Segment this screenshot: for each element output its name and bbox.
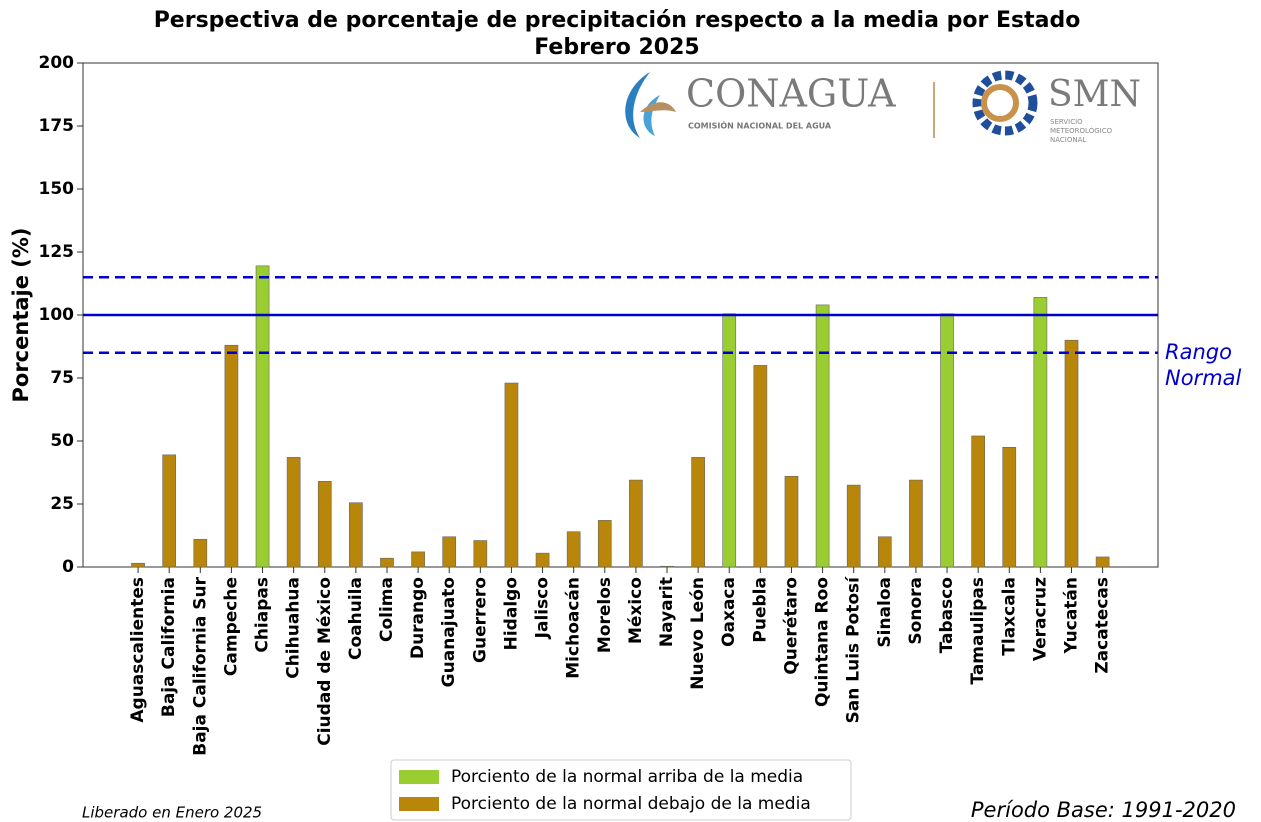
- x-tick-label: Puebla: [750, 577, 770, 643]
- y-tick-label: 125: [39, 242, 75, 262]
- bar: [1002, 446, 1017, 568]
- logo-subtext: NACIONAL: [1050, 136, 1086, 144]
- x-tick-label: Zacatecas: [1093, 577, 1113, 674]
- bar: [784, 475, 799, 568]
- bar: [691, 457, 705, 568]
- footer-note: Período Base: 1991-2020: [971, 798, 1236, 822]
- bar: [753, 365, 768, 568]
- x-tick-label: Yucatán: [1062, 577, 1082, 654]
- x-tick-label: Quintana Roo: [813, 577, 833, 707]
- bar: [131, 562, 145, 568]
- x-tick-label: Guerrero: [470, 577, 490, 663]
- bar: [722, 313, 737, 568]
- bar: [504, 382, 519, 568]
- x-tick-label: Tabasco: [937, 577, 957, 653]
- bar: [255, 265, 270, 568]
- y-tick-label: 175: [39, 116, 75, 136]
- x-tick-label: Colima: [377, 577, 397, 642]
- x-tick-label: Morelos: [595, 577, 615, 653]
- chart-title: Febrero 2025: [534, 35, 699, 60]
- x-tick-label: Nuevo León: [688, 577, 708, 690]
- x-tick-label: Aguascalientes: [128, 577, 148, 723]
- logo-icon: [625, 72, 650, 138]
- bar: [162, 454, 177, 568]
- bar: [660, 565, 674, 568]
- annotation: Rango: [1165, 340, 1232, 364]
- logo-icon: [972, 70, 1038, 136]
- legend-label: Porciento de la normal arriba de la medi…: [451, 767, 803, 787]
- logo-subtext: METEOROLÓGICO: [1050, 126, 1113, 135]
- x-tick-label: Campeche: [221, 577, 241, 676]
- logo-subtext: SERVICIO: [1050, 118, 1083, 126]
- x-tick-label: Ciudad de México: [315, 577, 335, 746]
- logo: CONAGUA COMISIÓN NACIONAL DEL AGUA SMN S…: [625, 70, 1141, 144]
- x-tick-label: Durango: [408, 577, 428, 659]
- bar: [846, 484, 861, 568]
- x-tick-label: Nayarit: [657, 577, 677, 647]
- bar: [535, 552, 550, 568]
- logo-text: CONAGUA: [686, 72, 896, 116]
- logo-icon: [643, 95, 660, 136]
- logo-subtext: COMISIÓN NACIONAL DEL AGUA: [688, 120, 832, 131]
- bar: [349, 502, 363, 568]
- bar: [815, 304, 830, 568]
- logo-icon: [640, 102, 676, 112]
- x-tick-label: Michoacán: [564, 577, 584, 679]
- y-axis-label: Porcentaje (%): [9, 227, 33, 402]
- x-tick-label: Guanajuato: [439, 577, 459, 687]
- bar: [224, 344, 239, 568]
- bar: [971, 435, 985, 568]
- footer-note: Liberado en Enero 2025: [82, 804, 262, 822]
- bar: [380, 557, 394, 568]
- bar: [317, 481, 332, 568]
- bar: [1064, 339, 1079, 568]
- x-tick-label: Sinaloa: [875, 577, 895, 648]
- bar: [940, 313, 954, 568]
- legend: [390, 759, 852, 821]
- annotation: Normal: [1165, 366, 1242, 390]
- x-tick-label: Oaxaca: [719, 577, 739, 647]
- bar: [629, 479, 643, 568]
- logo-text: SMN: [1048, 74, 1141, 115]
- x-tick-label: Hidalgo: [501, 577, 521, 650]
- bar: [566, 531, 581, 568]
- x-tick-label: Tamaulipas: [968, 577, 988, 685]
- bar: [442, 536, 457, 568]
- bar: [597, 520, 612, 568]
- bar: [909, 479, 923, 568]
- x-tick-label: San Luis Potosí: [844, 576, 864, 724]
- y-tick-label: 100: [39, 305, 75, 325]
- chart-title: Perspectiva de porcentaje de precipitaci…: [154, 8, 1081, 33]
- x-tick-label: Chiapas: [253, 577, 273, 653]
- bar: [1033, 297, 1048, 568]
- logo-icon: [981, 84, 1019, 122]
- y-tick-label: 75: [50, 368, 74, 388]
- bar: [411, 551, 425, 568]
- x-tick-label: Baja California: [159, 577, 179, 717]
- x-tick-label: Tlaxcala: [999, 577, 1019, 656]
- x-tick-label: Veracruz: [1030, 577, 1050, 661]
- y-tick-label: 50: [50, 431, 74, 451]
- y-tick-label: 150: [39, 179, 75, 199]
- y-tick-label: 200: [39, 53, 75, 73]
- x-tick-label: Querétaro: [781, 577, 801, 675]
- y-tick-label: 0: [62, 557, 74, 577]
- x-tick-label: Sonora: [906, 577, 926, 645]
- x-tick-label: Coahuila: [346, 577, 366, 660]
- legend-swatch: [399, 797, 439, 811]
- legend-label: Porciento de la normal debajo de la medi…: [451, 794, 811, 814]
- bar: [1095, 556, 1110, 568]
- bar: [473, 540, 488, 568]
- x-tick-label: Chihuahua: [284, 577, 304, 679]
- x-tick-label: México: [626, 577, 646, 644]
- y-tick-label: 25: [50, 494, 74, 514]
- x-tick-label: Baja California Sur: [190, 576, 210, 755]
- bar: [877, 536, 892, 568]
- bar: [193, 538, 208, 568]
- bar: [286, 457, 301, 568]
- legend-swatch: [399, 770, 439, 784]
- x-tick-label: Jalisco: [533, 577, 553, 639]
